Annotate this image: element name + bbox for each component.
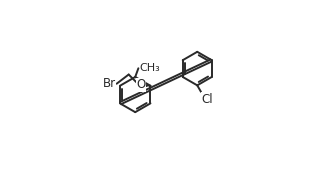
Text: CH₃: CH₃ [139,63,160,73]
Text: Cl: Cl [202,93,214,106]
Text: Br: Br [103,77,116,90]
Text: O: O [137,78,146,91]
